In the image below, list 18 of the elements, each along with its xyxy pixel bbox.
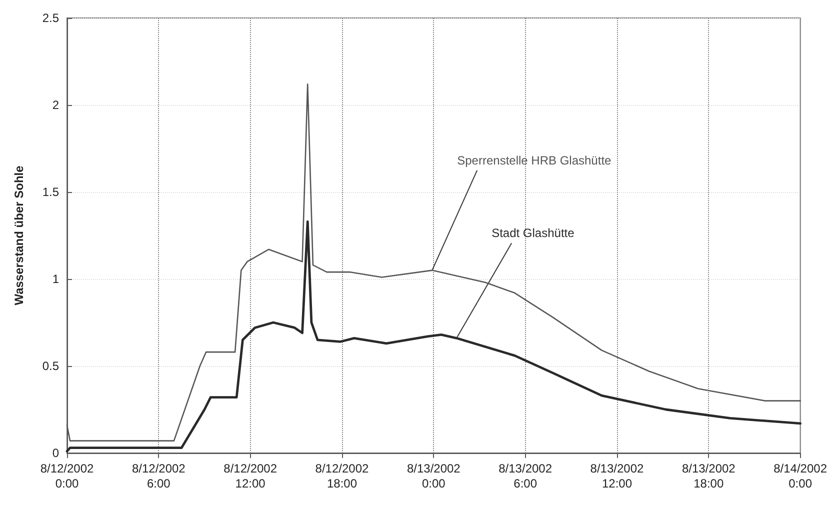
y-tick-label: 1.5 [42, 185, 60, 199]
y-tick-label: 1 [52, 272, 60, 286]
x-tick-label: 8/13/2002 6:00 [498, 462, 552, 490]
x-tick-label: 8/13/2002 18:00 [682, 462, 736, 490]
x-tick-label: 8/12/2002 0:00 [40, 462, 94, 490]
y-tick-label: 0 [52, 446, 60, 460]
y-axis-title: Wasserstand über Sohle [12, 165, 26, 306]
x-tick-label: 8/13/2002 0:00 [406, 462, 461, 490]
y-tick-label: 0.5 [42, 359, 60, 373]
y-tick-label: 2.5 [42, 11, 60, 25]
text: Stadt Glashütte [492, 226, 575, 240]
x-tick-label: 8/13/2002 12:00 [590, 462, 644, 490]
y-tick-label: 2 [52, 98, 60, 112]
x-tick-label: 8/12/2002 18:00 [315, 462, 370, 490]
x-tick-label: 8/12/2002 6:00 [132, 462, 186, 490]
x-tick-label: 8/14/2002 0:00 [774, 462, 828, 490]
text: Sperrenstelle HRB Glashütte [457, 153, 612, 168]
x-tick-label: 8/12/2002 12:00 [224, 462, 278, 490]
